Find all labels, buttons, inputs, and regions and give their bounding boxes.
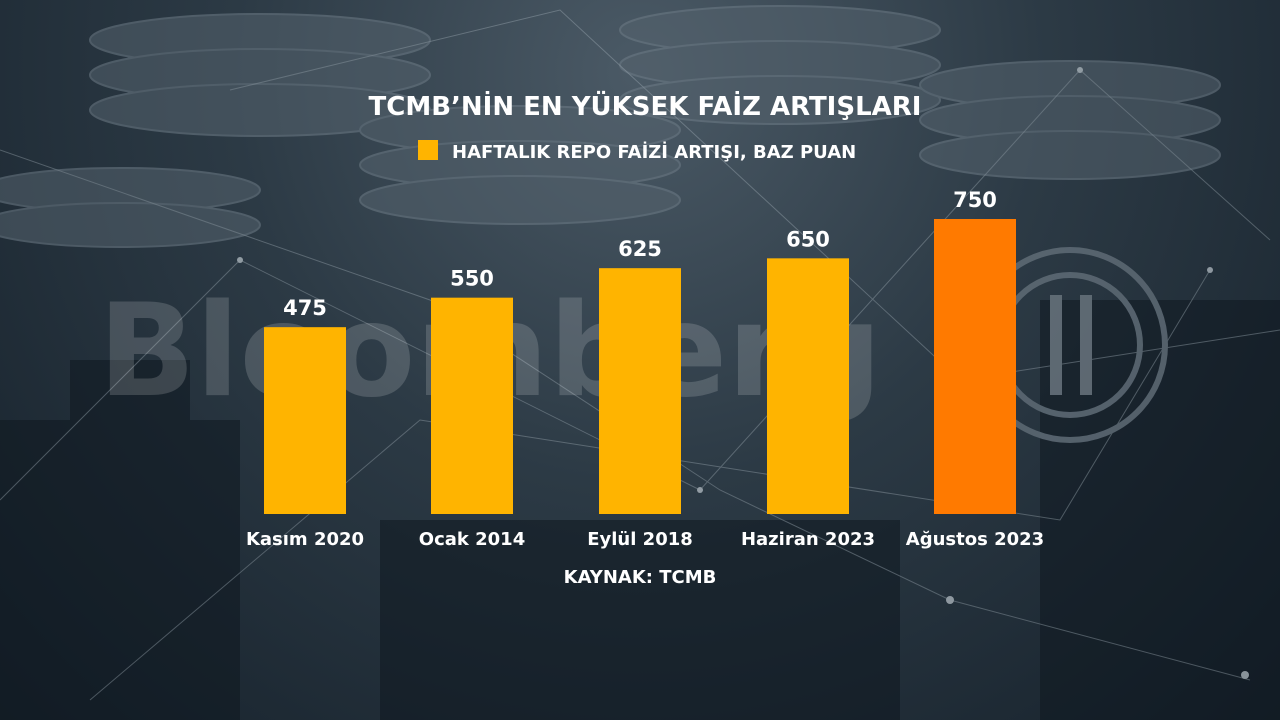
bar-5 — [934, 219, 1016, 514]
chart-source: KAYNAK: TCMB — [564, 567, 717, 588]
bar-4 — [767, 258, 849, 514]
bar-1 — [264, 327, 346, 514]
category-label-1: Kasım 2020 — [246, 529, 364, 550]
bar-series: 475 Kasım 2020 550 Ocak 2014 625 Eylül 2018 65… — [246, 188, 1044, 550]
background-decoration — [0, 5, 1280, 720]
category-label-4: Haziran 2023 — [741, 529, 875, 550]
category-label-5: Ağustos 2023 — [906, 529, 1044, 550]
value-label-3: 625 — [618, 237, 662, 261]
value-label-1: 475 — [283, 296, 327, 320]
legend-swatch — [418, 140, 438, 160]
legend-label: HAFTALIK REPO FAİZİ ARTIŞI, BAZ PUAN — [452, 141, 856, 163]
bar-3 — [599, 268, 681, 514]
chart-title: TCMB’NİN EN YÜKSEK FAİZ ARTIŞLARI — [369, 89, 922, 122]
value-label-2: 550 — [450, 267, 494, 291]
value-label-5: 750 — [953, 188, 997, 212]
category-label-2: Ocak 2014 — [419, 529, 525, 550]
category-label-3: Eylül 2018 — [587, 529, 693, 550]
value-label-4: 650 — [786, 227, 830, 251]
bar-2 — [431, 297, 513, 514]
